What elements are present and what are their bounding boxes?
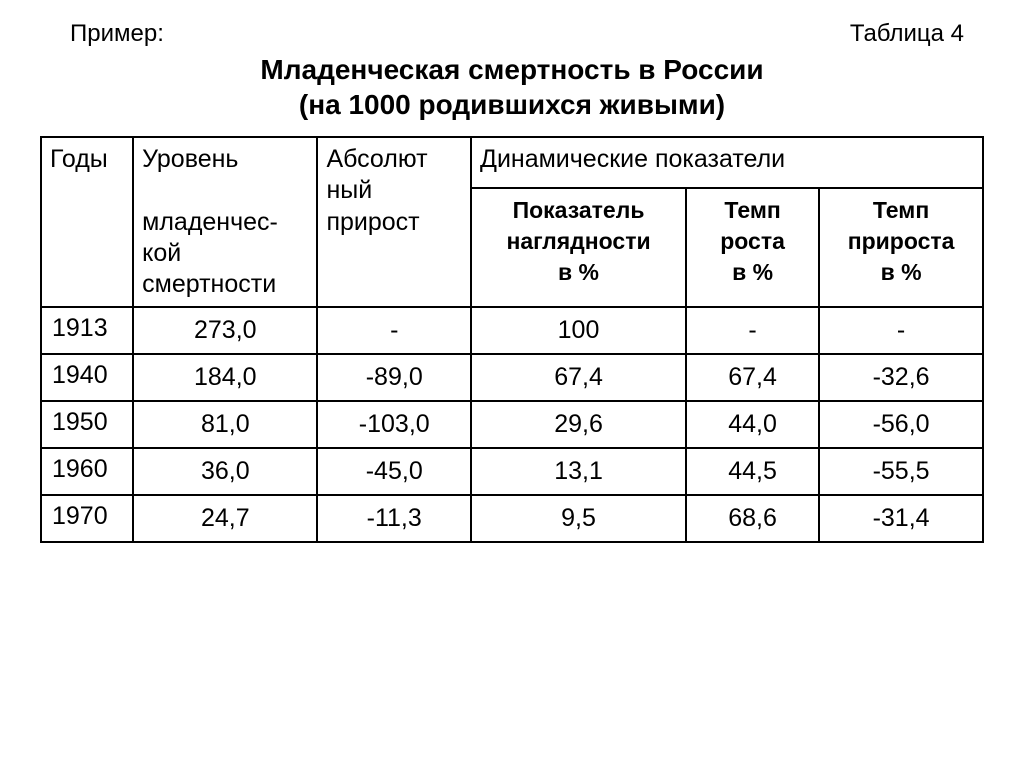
col-header-level: Уровень младенчес-кой смертности	[133, 137, 317, 307]
title-line-2: (на 1000 родившихся живыми)	[299, 89, 725, 120]
col-header-abs-line1: Абсолют	[326, 145, 427, 173]
table-body: 1913 273,0 - 100 - - 1940 184,0 -89,0 67…	[41, 307, 983, 542]
cell-vis: 9,5	[471, 495, 686, 542]
col-subheader-growth: Темп роста в %	[686, 188, 819, 308]
cell-year: 1970	[41, 495, 133, 542]
cell-year: 1913	[41, 307, 133, 354]
cell-vis: 29,6	[471, 401, 686, 448]
table-number-label: Таблица 4	[850, 20, 964, 48]
cell-level: 81,0	[133, 401, 317, 448]
cell-vis: 67,4	[471, 354, 686, 401]
sub-growth-line2: в %	[732, 259, 773, 285]
cell-year: 1960	[41, 448, 133, 495]
cell-growth: -	[686, 307, 819, 354]
cell-level: 24,7	[133, 495, 317, 542]
cell-inc: -32,6	[819, 354, 983, 401]
cell-level: 273,0	[133, 307, 317, 354]
cell-growth: 67,4	[686, 354, 819, 401]
table-row: 1950 81,0 -103,0 29,6 44,0 -56,0	[41, 401, 983, 448]
title-line-1: Младенческая смертность в России	[260, 54, 763, 85]
cell-growth: 44,0	[686, 401, 819, 448]
col-subheader-increment: Темп прироста в %	[819, 188, 983, 308]
col-header-year: Годы	[41, 137, 133, 307]
col-header-abs-line2: ный прирост	[326, 176, 419, 235]
cell-abs: -45,0	[317, 448, 471, 495]
cell-growth: 68,6	[686, 495, 819, 542]
col-header-dynamic: Динамические показатели	[471, 137, 983, 188]
table-row: 1960 36,0 -45,0 13,1 44,5 -55,5	[41, 448, 983, 495]
sub-growth-line1: Темп роста	[720, 197, 785, 254]
col-header-level-line2: младенчес-кой смертности	[142, 208, 278, 299]
cell-abs: -103,0	[317, 401, 471, 448]
sub-inc-line1: Темп прироста	[848, 197, 955, 254]
cell-vis: 13,1	[471, 448, 686, 495]
cell-inc: -	[819, 307, 983, 354]
cell-year: 1950	[41, 401, 133, 448]
table-row: 1913 273,0 - 100 - -	[41, 307, 983, 354]
cell-year: 1940	[41, 354, 133, 401]
table-row: 1940 184,0 -89,0 67,4 67,4 -32,6	[41, 354, 983, 401]
cell-inc: -56,0	[819, 401, 983, 448]
cell-abs: -89,0	[317, 354, 471, 401]
cell-abs: -	[317, 307, 471, 354]
sub-vis-line2: в %	[558, 259, 599, 285]
table-row: 1970 24,7 -11,3 9,5 68,6 -31,4	[41, 495, 983, 542]
table-header-row-1: Годы Уровень младенчес-кой смертности Аб…	[41, 137, 983, 188]
top-labels-row: Пример: Таблица 4	[40, 20, 984, 48]
cell-level: 184,0	[133, 354, 317, 401]
example-label: Пример:	[70, 20, 164, 48]
cell-inc: -31,4	[819, 495, 983, 542]
cell-vis: 100	[471, 307, 686, 354]
cell-level: 36,0	[133, 448, 317, 495]
cell-inc: -55,5	[819, 448, 983, 495]
col-subheader-visibility: Показатель наглядности в %	[471, 188, 686, 308]
cell-abs: -11,3	[317, 495, 471, 542]
page-title: Младенческая смертность в России (на 100…	[40, 52, 984, 122]
mortality-table: Годы Уровень младенчес-кой смертности Аб…	[40, 136, 984, 543]
col-header-abs: Абсолют ный прирост	[317, 137, 471, 307]
sub-inc-line2: в %	[881, 259, 922, 285]
col-header-level-line1: Уровень	[142, 145, 238, 173]
sub-vis-line1: Показатель наглядности	[506, 197, 650, 254]
cell-growth: 44,5	[686, 448, 819, 495]
